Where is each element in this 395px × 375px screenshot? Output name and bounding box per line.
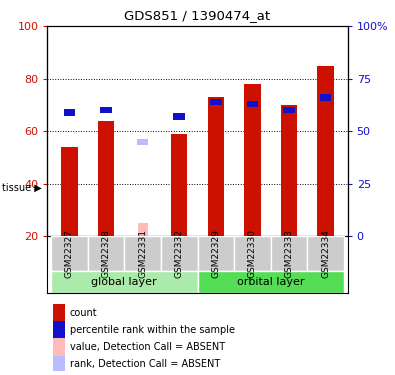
Bar [53, 339, 66, 356]
Bar [207, 97, 224, 236]
Bar [53, 356, 66, 373]
Bar [53, 304, 66, 321]
FancyBboxPatch shape [198, 236, 234, 271]
FancyBboxPatch shape [124, 236, 161, 271]
Bar [246, 101, 258, 107]
Bar [100, 107, 112, 113]
Bar [244, 84, 261, 236]
Text: GDS851 / 1390474_at: GDS851 / 1390474_at [124, 9, 271, 22]
Bar [281, 105, 297, 236]
Bar [53, 321, 66, 339]
FancyBboxPatch shape [198, 271, 344, 292]
Text: value, Detection Call = ABSENT: value, Detection Call = ABSENT [70, 342, 225, 352]
Text: global layer: global layer [92, 277, 157, 287]
Bar [61, 147, 77, 236]
FancyBboxPatch shape [234, 236, 271, 271]
Text: orbital layer: orbital layer [237, 277, 305, 287]
Bar [137, 139, 149, 145]
Text: rank, Detection Call = ABSENT: rank, Detection Call = ABSENT [70, 359, 220, 369]
Text: GSM22328: GSM22328 [102, 229, 111, 278]
Bar [210, 99, 222, 105]
Bar [98, 121, 114, 236]
Bar [283, 107, 295, 113]
Text: count: count [70, 308, 98, 318]
Text: tissue ▶: tissue ▶ [2, 183, 42, 192]
Bar [173, 113, 185, 120]
FancyBboxPatch shape [88, 236, 124, 271]
Bar [64, 109, 75, 115]
Bar [137, 223, 147, 236]
Bar [171, 134, 188, 236]
FancyBboxPatch shape [307, 236, 344, 271]
FancyBboxPatch shape [161, 236, 198, 271]
FancyBboxPatch shape [271, 236, 307, 271]
Text: GSM22332: GSM22332 [175, 229, 184, 278]
Text: GSM22331: GSM22331 [138, 229, 147, 278]
Text: GSM22333: GSM22333 [284, 229, 293, 278]
Text: GSM22329: GSM22329 [211, 229, 220, 278]
Bar [318, 66, 334, 236]
Text: percentile rank within the sample: percentile rank within the sample [70, 325, 235, 335]
Text: GSM22330: GSM22330 [248, 229, 257, 278]
FancyBboxPatch shape [51, 236, 88, 271]
Text: GSM22327: GSM22327 [65, 229, 74, 278]
FancyBboxPatch shape [51, 271, 198, 292]
Text: GSM22334: GSM22334 [321, 229, 330, 278]
Bar [320, 94, 331, 101]
